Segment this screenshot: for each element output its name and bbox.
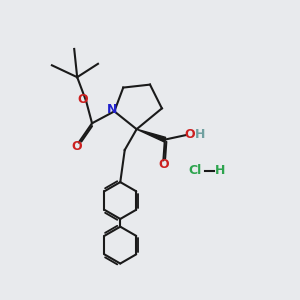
- Text: O: O: [184, 128, 194, 141]
- Text: O: O: [78, 93, 88, 106]
- Polygon shape: [136, 129, 166, 142]
- Text: H: H: [215, 164, 225, 177]
- Text: H: H: [195, 128, 206, 141]
- Text: O: O: [72, 140, 83, 153]
- Text: Cl: Cl: [188, 164, 201, 177]
- Text: N: N: [107, 103, 117, 116]
- Text: O: O: [158, 158, 169, 171]
